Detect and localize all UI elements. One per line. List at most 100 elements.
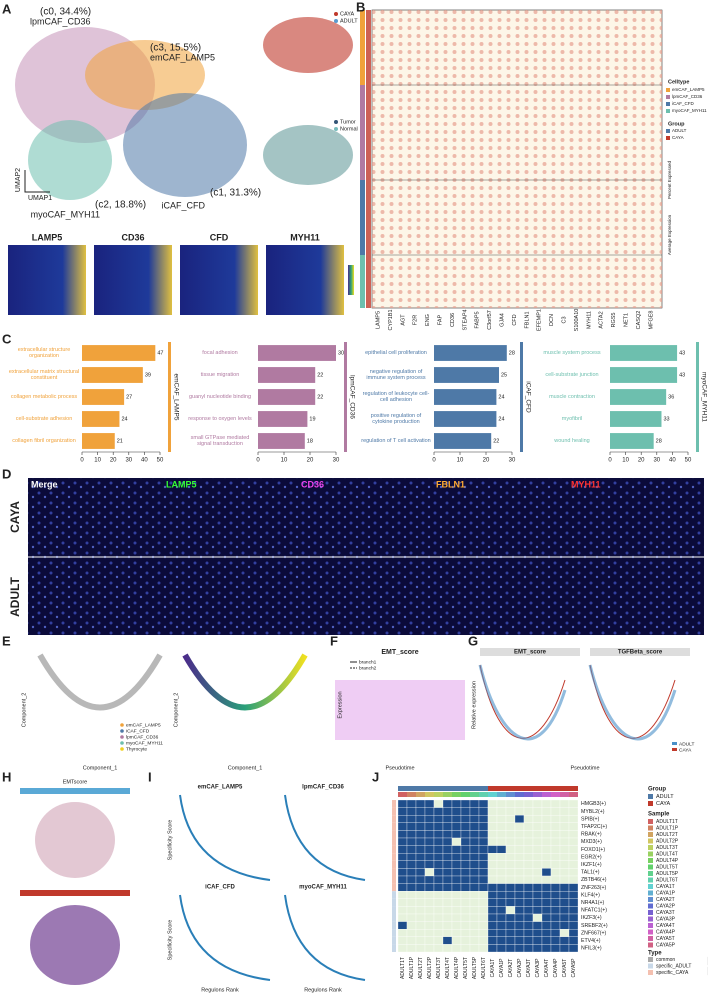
bar — [258, 389, 316, 405]
heatmap-cell — [406, 944, 417, 953]
row-label: NFIL3(+) — [581, 946, 602, 952]
heatmap-cell — [433, 853, 444, 861]
heatmap-cell — [505, 875, 516, 884]
heatmap-cell — [442, 799, 453, 808]
heatmap-cell — [568, 853, 579, 861]
heatmap-cell — [514, 891, 525, 899]
heatmap-cell — [433, 868, 444, 877]
value-label: 24 — [121, 416, 127, 422]
heatmap-cell — [460, 799, 471, 808]
legend-entry: CAYA — [679, 747, 692, 753]
legend-entry: ADULT1P — [656, 825, 679, 831]
legend-entry: CAYA1T — [656, 884, 675, 890]
row-label: ZNF667(+) — [581, 930, 606, 936]
heatmap-cell — [514, 845, 525, 854]
axis-label: Specificity Score — [167, 820, 173, 861]
heatmap-cell — [523, 830, 534, 839]
heatmap-cell — [442, 913, 453, 922]
heatmap-cell — [406, 815, 417, 823]
legend-swatch — [666, 88, 670, 92]
heatmap-cell — [469, 906, 480, 915]
heatmap-cell — [415, 822, 426, 831]
gene-label: FABP5 — [475, 311, 481, 328]
x-tick-label: 0 — [80, 458, 84, 464]
heatmap-cell — [451, 891, 462, 899]
axis-label: Component_1 — [83, 765, 118, 771]
heatmap-cell — [550, 875, 561, 884]
bar — [434, 389, 497, 405]
heatmap-cell — [478, 921, 489, 930]
legend-entry: common — [656, 957, 675, 963]
heatmap-cell — [559, 898, 570, 907]
group-strip — [443, 786, 452, 791]
value-label: 24 — [498, 416, 504, 422]
legend-entry: CAYA4T — [656, 923, 675, 929]
legend-entry: Normal — [340, 126, 358, 132]
heatmap-cell — [496, 845, 507, 854]
gene-label: C3 — [561, 316, 567, 323]
heatmap-cell — [532, 822, 543, 831]
legend-entry: ADULT6T — [656, 877, 678, 883]
panel-label: G — [468, 633, 478, 648]
gene-label: DCN — [549, 314, 555, 326]
heatmap-cell — [478, 868, 489, 877]
row-label: SPIB(+) — [581, 816, 600, 822]
x-tick-label: 0 — [608, 458, 612, 464]
heatmap-cell — [541, 830, 552, 839]
heatmap-cell — [568, 944, 579, 953]
heatmap-cell — [550, 868, 561, 877]
heatmap-cell — [406, 936, 417, 945]
value-label: 22 — [317, 394, 323, 400]
category-text: myofibril — [561, 415, 583, 422]
heatmap-cell — [568, 906, 579, 915]
value-label: 24 — [498, 394, 504, 400]
heatmap-cell — [478, 883, 489, 892]
panel-label: D — [2, 466, 11, 481]
heatmap-cell — [442, 875, 453, 884]
heatmap-cell — [424, 845, 435, 854]
category-label: extracellular matrix structural constitu… — [9, 369, 79, 381]
sample-strip — [542, 792, 551, 797]
category-label: epithelial cell proliferation — [365, 350, 427, 356]
bar — [82, 411, 120, 427]
legend-title: Group — [668, 121, 685, 127]
group-strip — [515, 786, 524, 791]
heatmap-cell — [406, 822, 417, 831]
heatmap-cell — [415, 807, 426, 816]
heatmap-cell — [424, 883, 435, 892]
heatmap-cell — [424, 936, 435, 945]
heatmap-cell — [487, 898, 498, 907]
heatmap-cell — [514, 898, 525, 907]
category-label: regulation of leukocyte cell-cell adhesi… — [363, 391, 430, 403]
heatmap-cell — [415, 815, 426, 823]
heatmap-cell — [496, 868, 507, 877]
legend-swatch — [666, 102, 670, 106]
group-strip — [479, 786, 488, 791]
heatmap-cell — [469, 799, 480, 808]
legend-swatch — [648, 910, 653, 915]
heatmap-cell — [496, 936, 507, 945]
facet-title: iCAF_CFD — [205, 885, 235, 891]
heatmap-cell — [451, 921, 462, 930]
axis-label: UMAP2 — [15, 168, 22, 192]
heatmap-cell — [424, 913, 435, 922]
heatmap-cell — [406, 868, 417, 877]
heatmap-cell — [532, 845, 543, 854]
heatmap-cell — [568, 929, 579, 937]
bar — [434, 345, 507, 361]
gene-label: GJA4 — [499, 313, 505, 327]
type-strip — [392, 898, 396, 907]
facet-title: EMT_score — [514, 650, 547, 656]
heatmap-cell — [469, 944, 480, 953]
legend-entry: lpmCAF_CD36 — [672, 94, 703, 99]
legend-title: Sample — [648, 812, 670, 818]
heatmap-cell — [550, 799, 561, 808]
heatmap-cell — [451, 913, 462, 922]
heatmap-cell — [397, 845, 408, 854]
facet-title: emCAF_LAMP5 — [198, 785, 243, 791]
sample-strip — [398, 792, 407, 797]
legend-swatch — [672, 742, 677, 745]
heatmap-cell — [397, 860, 408, 869]
heatmap-cell — [505, 853, 516, 861]
heatmap-cell — [478, 853, 489, 861]
